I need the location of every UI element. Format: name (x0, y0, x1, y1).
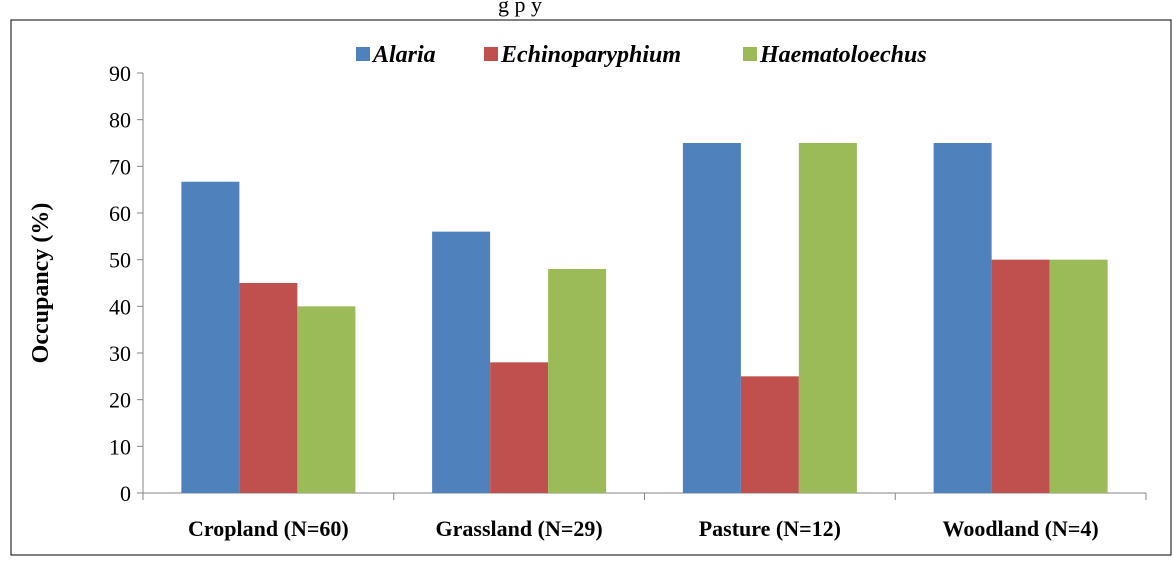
y-tick-label: 80 (109, 108, 131, 133)
legend-swatch-echinoparyphium (484, 47, 498, 61)
bar-haematoloechus (297, 306, 356, 493)
y-tick-label: 60 (109, 201, 131, 226)
legend-label-alaria: Alaria (371, 42, 436, 68)
x-category-label: Grassland (N=29) (436, 516, 603, 541)
bar-haematoloechus (798, 143, 857, 493)
chart-title-fragment: g p y (498, 0, 542, 17)
chart-frame (10, 19, 1172, 556)
y-tick-label: 90 (109, 61, 131, 86)
bar-haematoloechus (1049, 259, 1108, 493)
bar-echinoparyphium (991, 259, 1050, 493)
y-tick-label: 30 (109, 341, 131, 366)
legend-swatch-alaria (356, 47, 370, 61)
legend-swatch-haematoloechus (743, 47, 757, 61)
legend-label-haematoloechus: Haematoloechus (759, 42, 927, 68)
y-tick-label: 50 (109, 248, 131, 273)
y-axis-title: Occupancy (%) (28, 203, 54, 364)
y-tick-label: 40 (109, 294, 131, 319)
y-tick-label: 0 (120, 481, 131, 506)
bar-alaria (432, 231, 491, 493)
legend: Alaria Echinoparyphium Haematoloechus (356, 42, 927, 68)
bar-echinoparyphium (239, 283, 298, 493)
legend-label-echinoparyphium: Echinoparyphium (500, 42, 681, 68)
plot-area: 0 10 20 30 40 50 60 70 80 90 Cropland (N=60) Grassl… (109, 61, 1147, 541)
x-category-label: Cropland (N=60) (188, 516, 349, 541)
y-tick-label: 20 (109, 388, 131, 413)
x-category-label: Woodland (N=4) (943, 516, 1099, 541)
y-tick-label: 10 (109, 434, 131, 459)
bar-echinoparyphium (740, 376, 799, 493)
bar-echinoparyphium (490, 362, 549, 493)
bar-alaria (682, 143, 741, 493)
y-tick-label: 70 (109, 154, 131, 179)
x-category-label: Pasture (N=12) (699, 516, 841, 541)
bar-alaria (181, 181, 240, 493)
bar-alaria (933, 143, 992, 493)
bar-haematoloechus (548, 269, 607, 493)
